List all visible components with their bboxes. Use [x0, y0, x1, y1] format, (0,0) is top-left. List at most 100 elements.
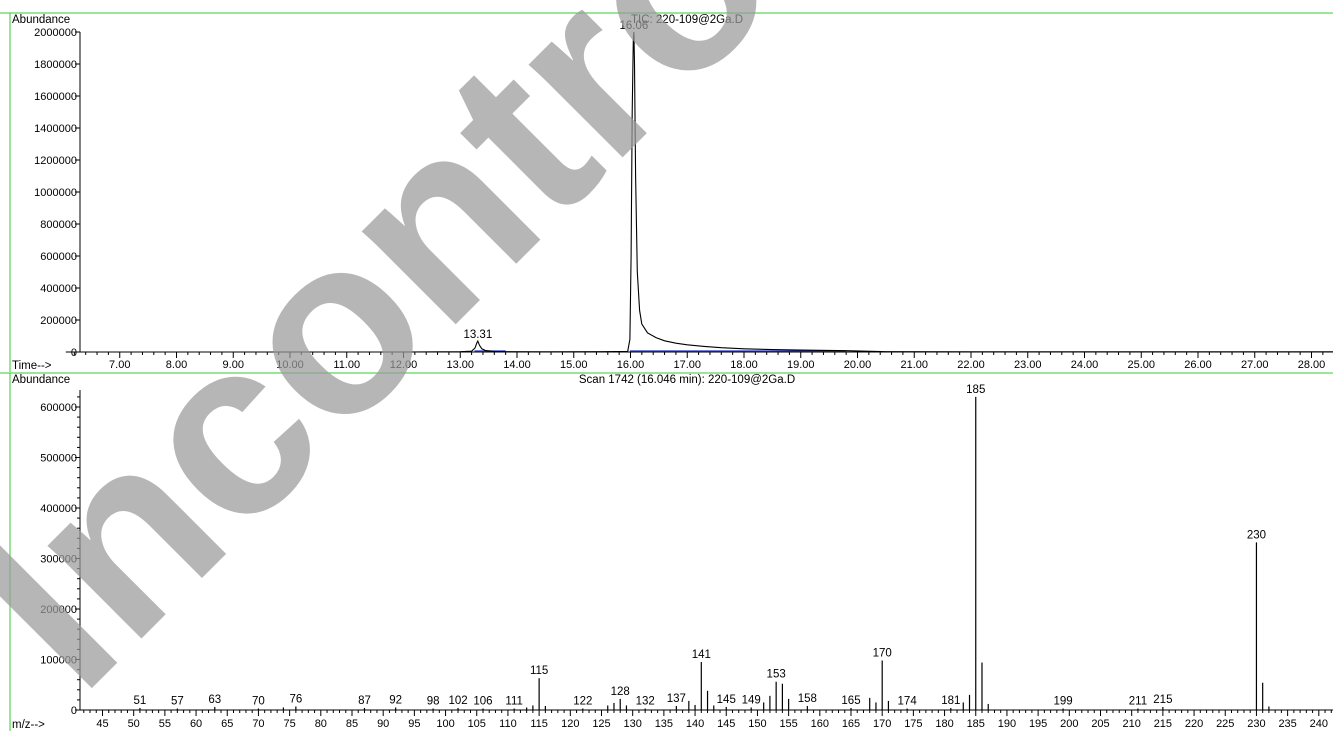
ms-xtick-label: 135: [655, 718, 673, 730]
tic-xtick-label: 22.00: [957, 359, 985, 371]
ms-ticks: 0 100000 200000 300000 400000 500000 600000 45 5…: [40, 396, 1332, 730]
ms-peak-label: 181: [941, 695, 960, 707]
ms-xtick-label: 140: [686, 718, 704, 730]
ms-ytick-label: 0: [71, 705, 77, 717]
mass-spectrum-panel: Abundance Scan 1742 (16.046 min): 220-10…: [0, 372, 1333, 731]
tic-xtick-label: 12.00: [390, 359, 418, 371]
ms-xtick-label: 110: [499, 718, 517, 730]
ms-ytick-label: 300000: [40, 554, 77, 566]
ms-xtick-label: 225: [1216, 718, 1234, 730]
tic-ticks: 0200000400000600000800000100000012000001…: [34, 27, 1326, 371]
tic-plot-area: 13.31 16.06: [65, 20, 1333, 353]
tic-xlabel: Time-->: [12, 360, 52, 372]
ms-peak-label: 170: [873, 648, 892, 660]
tic-ytick-label: 400000: [40, 283, 77, 295]
tic-xtick-label: 26.00: [1184, 359, 1212, 371]
ms-peak-label: 57: [171, 695, 184, 707]
ms-peak-label: 158: [798, 693, 817, 705]
ms-xtick-label: 155: [779, 718, 797, 730]
tic-xtick-label: 7.00: [109, 359, 130, 371]
ms-xtick-label: 145: [717, 718, 735, 730]
tic-xtick-label: 28.00: [1298, 359, 1326, 371]
ms-ytick-label: 400000: [40, 503, 77, 515]
tic-ytick-label: 1800000: [34, 59, 77, 71]
ms-peak-label: 230: [1247, 529, 1266, 541]
ms-ytick-label: 500000: [40, 453, 77, 465]
tic-xtick-label: 14.00: [503, 359, 531, 371]
ms-peak-label: 51: [134, 695, 147, 707]
ms-plot-area: 51 57 63 70 76 87 92 98 102 106 111 115 122 128 132 137…: [134, 384, 1270, 710]
ms-xtick-label: 105: [468, 718, 486, 730]
ms-xtick-label: 230: [1247, 718, 1265, 730]
ms-xtick-label: 175: [904, 718, 922, 730]
ms-xtick-label: 100: [436, 718, 454, 730]
ms-peak-label: 106: [473, 695, 492, 707]
ms-peak-label: 149: [742, 694, 761, 706]
tic-title: TIC: 220-109@2Ga.D: [631, 14, 743, 26]
ms-xtick-label: 130: [624, 718, 642, 730]
ms-xtick-label: 80: [315, 718, 327, 730]
tic-ytick-label: 1200000: [34, 155, 77, 167]
tic-xtick-label: 13.00: [446, 359, 474, 371]
ms-xtick-label: 210: [1123, 718, 1141, 730]
ms-xtick-label: 205: [1091, 718, 1109, 730]
tic-ytick-label: 800000: [40, 219, 77, 231]
ms-peak-label: 185: [966, 384, 985, 396]
tic-xtick-label: 18.00: [730, 359, 758, 371]
ms-ytick-label: 600000: [40, 402, 77, 414]
ms-xtick-label: 115: [530, 718, 548, 730]
ms-peak-label: 141: [692, 649, 711, 661]
ms-peak-label: 215: [1153, 694, 1172, 706]
ms-xtick-label: 60: [190, 718, 202, 730]
ms-xtick-label: 65: [221, 718, 233, 730]
tic-xtick-label: 15.00: [560, 359, 588, 371]
ms-xtick-label: 125: [592, 718, 610, 730]
ms-peak-label: 115: [530, 665, 548, 677]
ms-peak-label: 132: [636, 695, 655, 707]
ms-peak-label: 145: [717, 694, 736, 706]
ms-ytick-label: 200000: [40, 604, 77, 616]
tic-trace-line: [65, 31, 1333, 353]
ms-peak-label: 137: [667, 693, 686, 705]
ms-xtick-label: 185: [967, 718, 985, 730]
ms-xlabel: m/z-->: [12, 719, 45, 731]
ms-xtick-label: 215: [1154, 718, 1172, 730]
tic-xtick-label: 10.00: [276, 359, 304, 371]
ms-xtick-label: 195: [1029, 718, 1047, 730]
tic-xtick-label: 23.00: [1014, 359, 1042, 371]
tic-xtick-label: 20.00: [844, 359, 872, 371]
ms-peak-label: 92: [389, 694, 402, 706]
tic-panel: Abundance TIC: 220-109@2Ga.D Time--> 020…: [0, 12, 1333, 372]
ms-xtick-label: 180: [935, 718, 953, 730]
tic-xtick-label: 16.00: [617, 359, 645, 371]
ms-xtick-label: 85: [346, 718, 358, 730]
tic-ytick-label: 2000000: [34, 27, 77, 39]
ms-title: Scan 1742 (16.046 min): 220-109@2Ga.D: [579, 374, 795, 386]
tic-xtick-label: 24.00: [1071, 359, 1099, 371]
ms-peak-label: 70: [252, 695, 265, 707]
tic-xtick-label: 8.00: [166, 359, 187, 371]
ms-peak-label: 174: [898, 695, 918, 707]
tic-ytick-label: 1600000: [34, 91, 77, 103]
ms-xtick-label: 190: [998, 718, 1016, 730]
tic-ylabel: Abundance: [12, 14, 70, 26]
ms-xtick-label: 120: [561, 718, 579, 730]
ms-xtick-label: 220: [1185, 718, 1203, 730]
ms-peak-label: 199: [1053, 695, 1072, 707]
ms-xtick-label: 55: [159, 718, 171, 730]
ms-peak-label: 102: [448, 695, 467, 707]
tic-ytick-label: 600000: [40, 251, 77, 263]
tic-ytick-label: 1400000: [34, 123, 77, 135]
ms-xtick-label: 50: [128, 718, 140, 730]
ms-peak-label: 122: [573, 695, 592, 707]
tic-xtick-label: 17.00: [673, 359, 701, 371]
ms-peak-label: 87: [358, 695, 371, 707]
ms-peak-label: 165: [841, 695, 860, 707]
ms-peak-label: 76: [289, 693, 302, 705]
ms-peak-label: 63: [208, 694, 221, 706]
ms-xtick-label: 150: [748, 718, 766, 730]
tic-xtick-label: 25.00: [1127, 359, 1155, 371]
ms-peak-label: 98: [427, 695, 440, 707]
tic-ytick-label: 1000000: [34, 187, 77, 199]
tic-xtick-label: 9.00: [223, 359, 244, 371]
